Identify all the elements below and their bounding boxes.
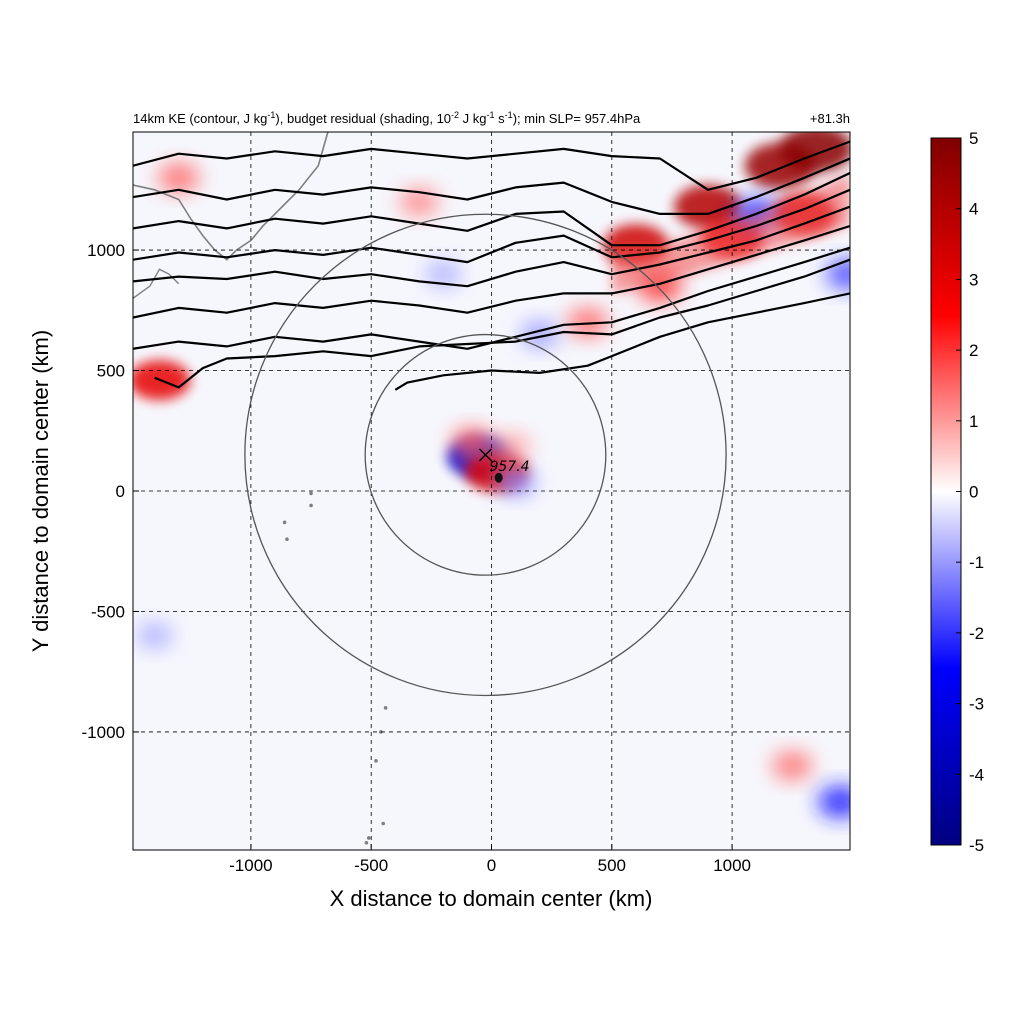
island-mark — [366, 836, 371, 840]
radius-rings — [244, 213, 727, 697]
x-tick-label: 1000 — [713, 856, 751, 875]
x-tick-label: 500 — [598, 856, 626, 875]
storm-center-marker — [478, 448, 492, 462]
residual-blob — [451, 427, 494, 459]
colorbar-ticks: 5 4 3 2 1 0 -1 -2 -3 -4 -5 — [956, 129, 984, 855]
ke-contour-line — [133, 157, 850, 215]
residual-blob — [136, 621, 174, 650]
colorbar-tick-label: 5 — [969, 129, 978, 148]
residual-blob — [674, 184, 743, 229]
ke-contour-line — [133, 188, 850, 264]
radius-ring — [364, 333, 607, 576]
min-slp-dot — [494, 472, 503, 483]
colorbar-tick-label: 1 — [969, 412, 978, 431]
x-tick-label: -500 — [354, 856, 388, 875]
colorbar-tick-label: -3 — [969, 695, 984, 714]
colorbar-tick-label: -4 — [969, 765, 984, 784]
ke-contour-line — [154, 258, 850, 389]
ke-contour-line — [133, 140, 850, 191]
ke-contour-line — [133, 172, 850, 247]
x-tick-label: -1000 — [229, 856, 272, 875]
residual-blob — [772, 750, 813, 781]
chart-title: 14km KE (contour, J kg-1), budget residu… — [133, 110, 641, 126]
min-slp-label: 957.4 — [489, 459, 529, 475]
residual-blob — [826, 258, 850, 290]
residual-shading — [133, 132, 850, 819]
residual-blob — [817, 785, 850, 819]
ke-contours — [133, 140, 850, 391]
residual-blob — [567, 307, 609, 338]
y-tick-label: 0 — [116, 482, 125, 501]
colorbar-tick-label: 3 — [969, 270, 978, 289]
colorbar-tick-label: -2 — [969, 624, 984, 643]
island-mark — [364, 840, 369, 845]
colorbar-tick-label: 0 — [969, 483, 978, 502]
island-mark — [381, 821, 386, 826]
island-mark — [383, 706, 388, 710]
residual-blob — [158, 162, 200, 193]
storm-center: 957.4 — [478, 448, 530, 483]
x-axis-title: X distance to domain center (km) — [330, 886, 653, 911]
island-mark — [309, 503, 313, 508]
forecast-time-label: +81.3h — [810, 111, 850, 126]
island-mark — [379, 730, 383, 734]
island-mark — [285, 537, 289, 541]
y-axis-title: Y distance to domain center (km) — [28, 330, 53, 652]
colorbar: 5 4 3 2 1 0 -1 -2 -3 -4 -5 — [930, 129, 984, 855]
island-mark — [282, 520, 287, 525]
residual-blob — [495, 466, 536, 496]
axis-ticks: -1000 -500 0 500 1000 -1000 -500 0 500 1000 — [82, 241, 752, 875]
coastline — [133, 132, 388, 845]
colorbar-tick-label: -1 — [969, 553, 984, 572]
y-tick-label: 500 — [97, 362, 125, 381]
ke-contour-line — [394, 292, 850, 391]
residual-blob — [424, 260, 462, 288]
y-tick-label: -500 — [91, 602, 125, 621]
colorbar-tick-label: 2 — [969, 341, 978, 360]
ke-contour-line — [133, 205, 850, 288]
y-tick-label: 1000 — [87, 241, 125, 260]
coastline-path — [133, 132, 329, 261]
radius-ring — [244, 213, 727, 697]
y-tick-label: -1000 — [82, 723, 125, 742]
ke-contour-line — [133, 224, 850, 319]
plot-area: 957.4 -1000 -500 0 500 1000 -1000 -500 0 500 1000 — [82, 131, 851, 875]
colorbar-tick-label: 4 — [969, 200, 978, 219]
x-tick-label: 0 — [487, 856, 496, 875]
residual-blob — [491, 433, 530, 462]
colorbar-tick-label: -5 — [969, 836, 984, 855]
island-mark — [374, 759, 378, 763]
island-mark — [309, 491, 313, 496]
